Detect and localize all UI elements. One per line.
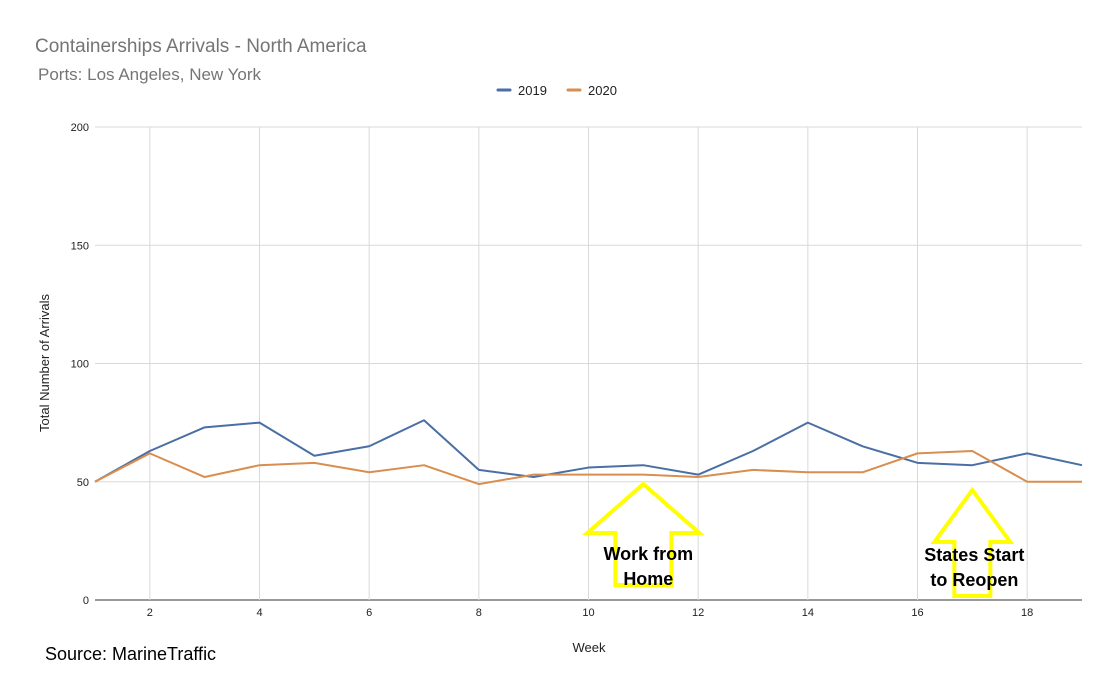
x-tick-label: 14 bbox=[802, 607, 814, 619]
data-point-2020 bbox=[971, 450, 974, 453]
y-tick-label: 0 bbox=[83, 595, 89, 607]
data-point-2020 bbox=[368, 471, 371, 474]
series-line-2019 bbox=[94, 419, 1083, 483]
data-point-2020 bbox=[861, 471, 864, 474]
y-tick-label: 50 bbox=[77, 477, 89, 489]
data-point-2020 bbox=[94, 480, 97, 483]
x-tick-label: 2 bbox=[147, 607, 153, 619]
data-point-2020 bbox=[752, 468, 755, 471]
series-line-2020 bbox=[94, 450, 1082, 486]
legend: 2019 2020 bbox=[496, 83, 617, 98]
y-tick-label: 200 bbox=[71, 122, 89, 134]
x-axis-label: Week bbox=[573, 640, 606, 655]
data-point-2019 bbox=[477, 468, 480, 471]
data-point-2019 bbox=[806, 421, 809, 424]
data-point-2019 bbox=[1026, 452, 1029, 455]
legend-label: 2019 bbox=[518, 83, 547, 98]
data-point-2020 bbox=[587, 473, 590, 476]
data-point-2020 bbox=[642, 473, 645, 476]
data-point-2019 bbox=[1081, 464, 1084, 467]
legend-label: 2020 bbox=[588, 83, 617, 98]
data-point-2019 bbox=[368, 445, 371, 448]
annotation-text: Home bbox=[623, 569, 673, 589]
data-point-2019 bbox=[916, 461, 919, 464]
data-point-2019 bbox=[313, 454, 316, 457]
source-note: Source: MarineTraffic bbox=[45, 644, 216, 664]
grid-lines bbox=[95, 126, 1082, 601]
data-point-2019 bbox=[642, 464, 645, 467]
y-axis-label: Total Number of Arrivals bbox=[37, 294, 52, 432]
x-axis-ticks: 2 4 6 8 10 12 14 16 18 bbox=[147, 607, 1034, 619]
data-point-2019 bbox=[971, 464, 974, 467]
y-tick-label: 100 bbox=[71, 359, 89, 371]
annotation-arrow bbox=[582, 481, 705, 587]
data-point-2020 bbox=[148, 452, 151, 455]
data-point-2019 bbox=[587, 466, 590, 469]
data-point-2019 bbox=[423, 419, 426, 422]
data-point-2020 bbox=[806, 471, 809, 474]
y-tick-label: 150 bbox=[71, 240, 89, 252]
data-point-2019 bbox=[203, 426, 206, 429]
x-tick-label: 6 bbox=[366, 607, 372, 619]
x-tick-label: 4 bbox=[256, 607, 262, 619]
x-tick-label: 16 bbox=[911, 607, 923, 619]
data-point-2019 bbox=[752, 450, 755, 453]
data-point-2020 bbox=[258, 464, 261, 467]
data-point-2020 bbox=[477, 483, 480, 486]
data-point-2020 bbox=[203, 476, 206, 479]
annotation-text: to Reopen bbox=[930, 570, 1018, 590]
data-point-2020 bbox=[313, 461, 316, 464]
data-point-2019 bbox=[258, 421, 261, 424]
chart-title: Containerships Arrivals - North America bbox=[35, 36, 367, 57]
data-point-2020 bbox=[532, 473, 535, 476]
annotation-text: States Start bbox=[924, 545, 1024, 565]
series-lines bbox=[94, 419, 1084, 486]
data-point-2019 bbox=[861, 445, 864, 448]
data-point-2020 bbox=[423, 464, 426, 467]
annotation-text: Work from bbox=[603, 544, 693, 564]
y-axis-ticks: 0 50 100 150 200 bbox=[71, 122, 89, 607]
data-point-2020 bbox=[916, 452, 919, 455]
x-tick-label: 12 bbox=[692, 607, 704, 619]
data-point-2020 bbox=[1026, 480, 1029, 483]
chart-subtitle: Ports: Los Angeles, New York bbox=[38, 65, 262, 84]
annotation-arrow bbox=[930, 486, 1015, 598]
x-tick-label: 18 bbox=[1021, 607, 1033, 619]
annotations: Work from Home States Start to Reopen bbox=[582, 481, 1024, 598]
data-point-2020 bbox=[697, 476, 700, 479]
data-point-2020 bbox=[1081, 480, 1084, 483]
x-tick-label: 8 bbox=[476, 607, 482, 619]
x-tick-label: 10 bbox=[582, 607, 594, 619]
